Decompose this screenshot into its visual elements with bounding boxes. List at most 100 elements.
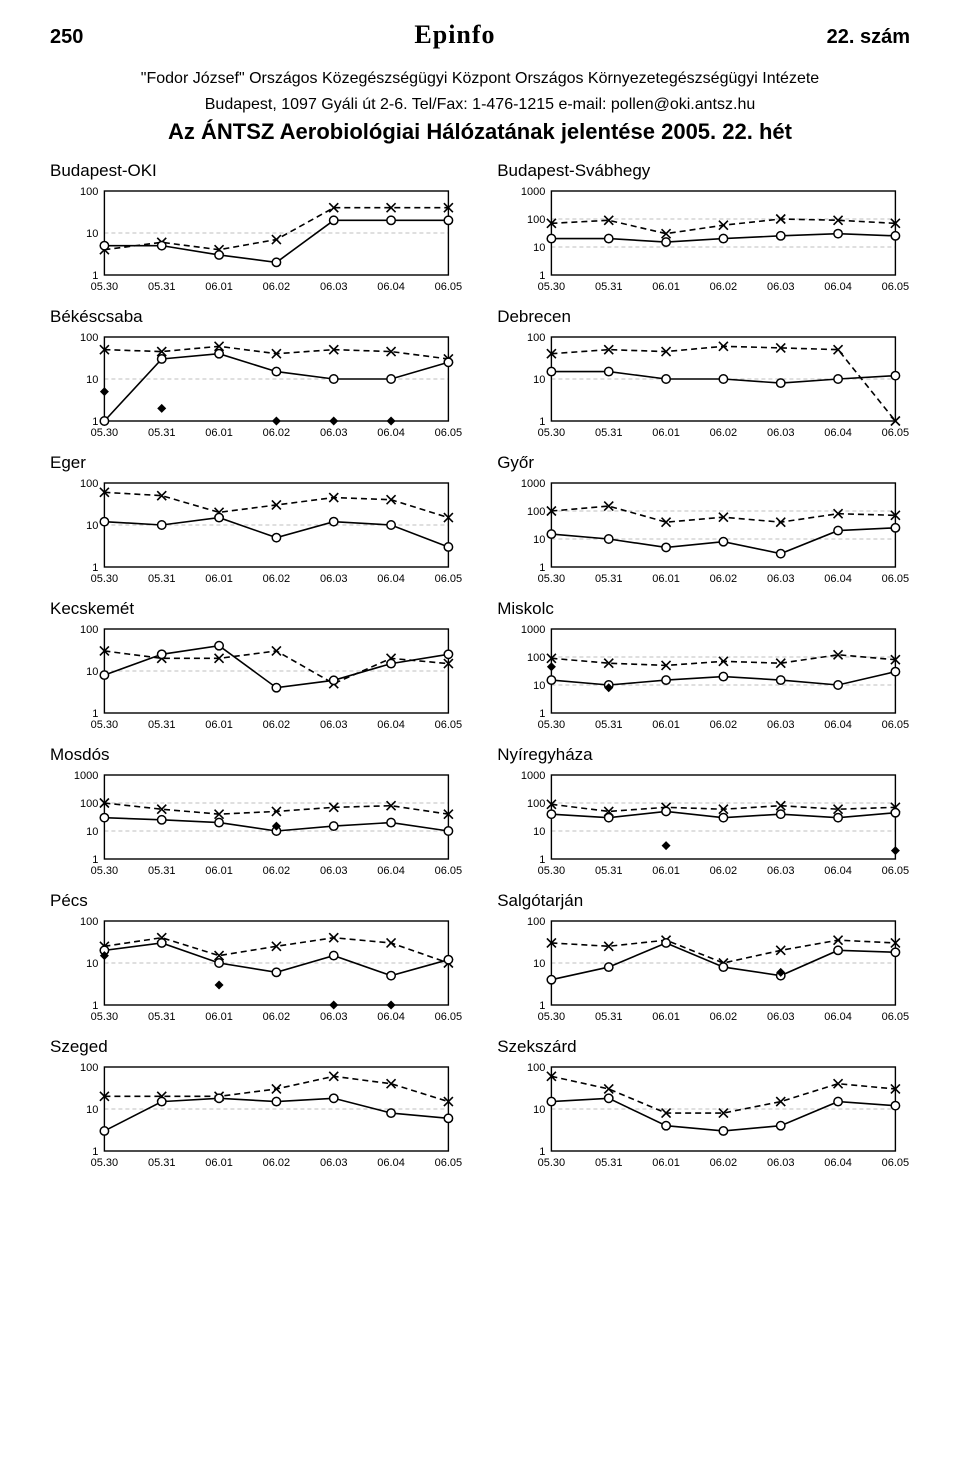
svg-text:06.05: 06.05 bbox=[435, 427, 463, 439]
chart-cell: Miskolc110100100005.3005.3106.0106.0206.… bbox=[497, 599, 910, 733]
svg-text:10: 10 bbox=[533, 534, 545, 546]
svg-text:05.30: 05.30 bbox=[538, 427, 566, 439]
svg-text:06.03: 06.03 bbox=[767, 865, 795, 877]
svg-text:1000: 1000 bbox=[521, 478, 545, 490]
svg-text:100: 100 bbox=[80, 478, 98, 490]
svg-text:05.30: 05.30 bbox=[91, 719, 119, 731]
svg-text:06.04: 06.04 bbox=[825, 865, 853, 877]
svg-text:06.04: 06.04 bbox=[825, 573, 853, 585]
svg-text:06.02: 06.02 bbox=[710, 719, 738, 731]
svg-text:06.05: 06.05 bbox=[435, 1011, 463, 1023]
svg-text:05.31: 05.31 bbox=[148, 1011, 176, 1023]
chart-title: Debrecen bbox=[497, 307, 910, 327]
svg-text:06.04: 06.04 bbox=[377, 1157, 405, 1169]
svg-text:06.03: 06.03 bbox=[767, 573, 795, 585]
svg-text:05.30: 05.30 bbox=[538, 719, 566, 731]
svg-text:06.01: 06.01 bbox=[205, 719, 233, 731]
chart-title: Kecskemét bbox=[50, 599, 463, 619]
chart-cell: Győr110100100005.3005.3106.0106.0206.030… bbox=[497, 453, 910, 587]
svg-text:05.31: 05.31 bbox=[148, 1157, 176, 1169]
svg-text:06.02: 06.02 bbox=[263, 573, 291, 585]
chart-cell: Debrecen11010005.3005.3106.0106.0206.030… bbox=[497, 307, 910, 441]
svg-text:05.31: 05.31 bbox=[595, 281, 623, 293]
chart-plot: 110100100005.3005.3106.0106.0206.0306.04… bbox=[497, 623, 910, 733]
svg-text:06.02: 06.02 bbox=[263, 719, 291, 731]
svg-text:05.31: 05.31 bbox=[595, 865, 623, 877]
svg-text:100: 100 bbox=[80, 916, 98, 928]
chart-plot: 110100100005.3005.3106.0106.0206.0306.04… bbox=[497, 769, 910, 879]
svg-text:06.01: 06.01 bbox=[205, 1011, 233, 1023]
svg-text:06.05: 06.05 bbox=[435, 281, 463, 293]
svg-text:06.01: 06.01 bbox=[205, 1157, 233, 1169]
svg-text:06.04: 06.04 bbox=[377, 719, 405, 731]
svg-text:05.31: 05.31 bbox=[595, 719, 623, 731]
svg-text:06.02: 06.02 bbox=[263, 427, 291, 439]
svg-text:06.05: 06.05 bbox=[882, 573, 910, 585]
svg-text:100: 100 bbox=[80, 332, 98, 344]
svg-text:05.31: 05.31 bbox=[148, 427, 176, 439]
svg-text:10: 10 bbox=[533, 826, 545, 838]
chart-plot: 11010005.3005.3106.0106.0206.0306.0406.0… bbox=[50, 915, 463, 1025]
svg-text:06.04: 06.04 bbox=[377, 427, 405, 439]
svg-text:100: 100 bbox=[80, 798, 98, 810]
chart-cell: Budapest-Svábhegy 110100100005.3005.3106.… bbox=[497, 161, 910, 295]
chart-title: Budapest-OKI bbox=[50, 161, 463, 181]
chart-plot: 11010005.3005.3106.0106.0206.0306.0406.0… bbox=[50, 623, 463, 733]
subheader-line2: Budapest, 1097 Gyáli út 2-6. Tel/Fax: 1-… bbox=[50, 94, 910, 116]
svg-text:10: 10 bbox=[533, 680, 545, 692]
svg-text:06.04: 06.04 bbox=[825, 1011, 853, 1023]
svg-text:1000: 1000 bbox=[521, 770, 545, 782]
main-title: Az ÁNTSZ Aerobiológiai Hálózatának jelen… bbox=[50, 119, 910, 145]
svg-text:06.03: 06.03 bbox=[767, 427, 795, 439]
svg-text:06.02: 06.02 bbox=[710, 865, 738, 877]
svg-text:06.05: 06.05 bbox=[435, 573, 463, 585]
svg-text:06.02: 06.02 bbox=[263, 1157, 291, 1169]
chart-plot: 110100100005.3005.3106.0106.0206.0306.04… bbox=[497, 185, 910, 295]
svg-text:06.03: 06.03 bbox=[320, 281, 348, 293]
svg-text:06.03: 06.03 bbox=[767, 281, 795, 293]
chart-title: Békéscsaba bbox=[50, 307, 463, 327]
chart-title: Miskolc bbox=[497, 599, 910, 619]
svg-text:10: 10 bbox=[86, 1104, 98, 1116]
chart-cell: Salgótarján11010005.3005.3106.0106.0206.… bbox=[497, 891, 910, 1025]
chart-plot: 110100100005.3005.3106.0106.0206.0306.04… bbox=[497, 477, 910, 587]
chart-title: Budapest-Svábhegy bbox=[497, 161, 910, 181]
svg-text:10: 10 bbox=[86, 374, 98, 386]
svg-text:06.01: 06.01 bbox=[205, 865, 233, 877]
svg-text:05.31: 05.31 bbox=[148, 573, 176, 585]
svg-text:06.05: 06.05 bbox=[435, 865, 463, 877]
chart-plot: 11010005.3005.3106.0106.0206.0306.0406.0… bbox=[50, 1061, 463, 1171]
svg-text:06.01: 06.01 bbox=[653, 1157, 681, 1169]
svg-text:05.30: 05.30 bbox=[91, 427, 119, 439]
svg-text:06.01: 06.01 bbox=[205, 281, 233, 293]
svg-text:05.31: 05.31 bbox=[148, 719, 176, 731]
issue-number: 22. szám bbox=[827, 26, 910, 49]
subheader-line1: "Fodor József" Országos Közegészségügyi … bbox=[50, 68, 910, 90]
svg-text:05.30: 05.30 bbox=[538, 1011, 566, 1023]
svg-text:100: 100 bbox=[80, 186, 98, 198]
svg-text:06.01: 06.01 bbox=[205, 573, 233, 585]
chart-cell: Eger11010005.3005.3106.0106.0206.0306.04… bbox=[50, 453, 463, 587]
svg-text:10: 10 bbox=[533, 242, 545, 254]
svg-text:05.30: 05.30 bbox=[91, 281, 119, 293]
svg-text:06.05: 06.05 bbox=[882, 1011, 910, 1023]
chart-title: Győr bbox=[497, 453, 910, 473]
svg-text:06.01: 06.01 bbox=[653, 865, 681, 877]
svg-text:100: 100 bbox=[527, 916, 545, 928]
svg-text:06.03: 06.03 bbox=[320, 1157, 348, 1169]
chart-plot: 11010005.3005.3106.0106.0206.0306.0406.0… bbox=[497, 915, 910, 1025]
svg-text:06.03: 06.03 bbox=[320, 719, 348, 731]
svg-text:05.30: 05.30 bbox=[538, 1157, 566, 1169]
svg-text:10: 10 bbox=[86, 666, 98, 678]
svg-text:05.30: 05.30 bbox=[538, 865, 566, 877]
chart-title: Nyíregyháza bbox=[497, 745, 910, 765]
page-number-left: 250 bbox=[50, 26, 83, 49]
chart-plot: 11010005.3005.3106.0106.0206.0306.0406.0… bbox=[50, 331, 463, 441]
svg-text:10: 10 bbox=[533, 374, 545, 386]
svg-text:100: 100 bbox=[527, 332, 545, 344]
svg-text:06.02: 06.02 bbox=[263, 865, 291, 877]
svg-text:05.31: 05.31 bbox=[595, 1157, 623, 1169]
svg-text:06.05: 06.05 bbox=[882, 865, 910, 877]
top-bar: 250 Epinfo 22. szám bbox=[50, 20, 910, 50]
svg-text:05.30: 05.30 bbox=[91, 865, 119, 877]
